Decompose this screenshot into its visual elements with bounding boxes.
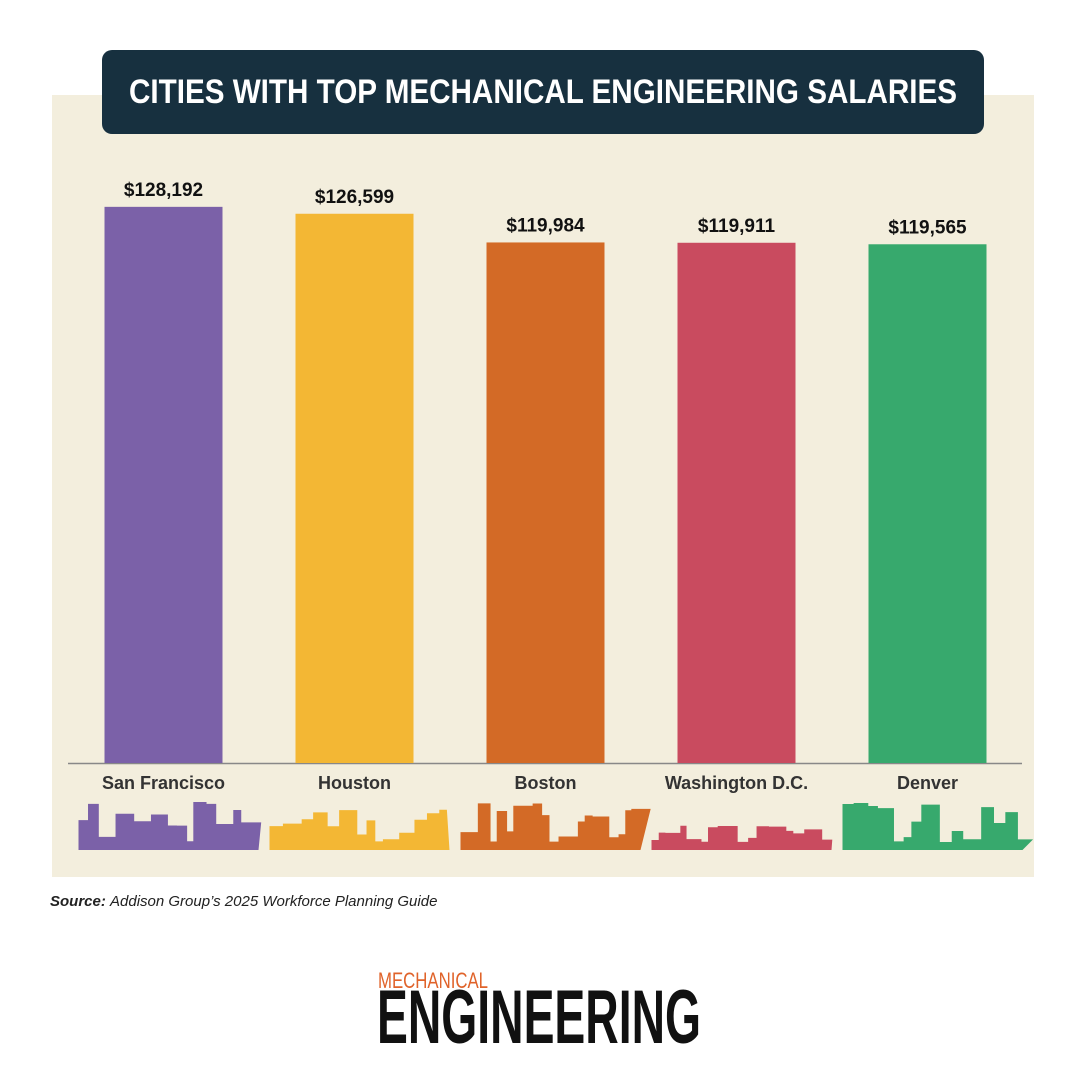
skyline [651,825,833,850]
bar [486,242,605,763]
bar [677,242,796,763]
logo-top: MECHANICAL [378,968,488,993]
skyline [269,809,450,850]
bar [104,206,223,763]
source: Addison Group’s 2025 Workforce Planning … [109,893,437,910]
x-tick-label: Washington D.C. [665,773,808,793]
bar [295,213,414,763]
value-label: $119,984 [506,215,585,236]
chart-title: CITIES WITH TOP MECHANICAL ENGINEERING S… [129,73,957,111]
x-tick-label: Boston [515,773,577,793]
value-label: $126,599 [315,187,394,208]
source-label: Source: [50,893,106,910]
bar [868,244,987,763]
x-tick-label: Houston [318,773,391,793]
value-label: $119,565 [888,217,967,238]
skyline [842,803,1034,850]
skyline [78,802,262,850]
logo-bottom: ENGINEERING [377,975,701,1060]
title-box [102,50,984,134]
x-tick-label: San Francisco [102,773,225,793]
skyline [460,803,651,850]
x-tick-label: Denver [897,773,958,793]
value-label: $119,911 [698,216,776,237]
value-label: $128,192 [124,180,203,201]
